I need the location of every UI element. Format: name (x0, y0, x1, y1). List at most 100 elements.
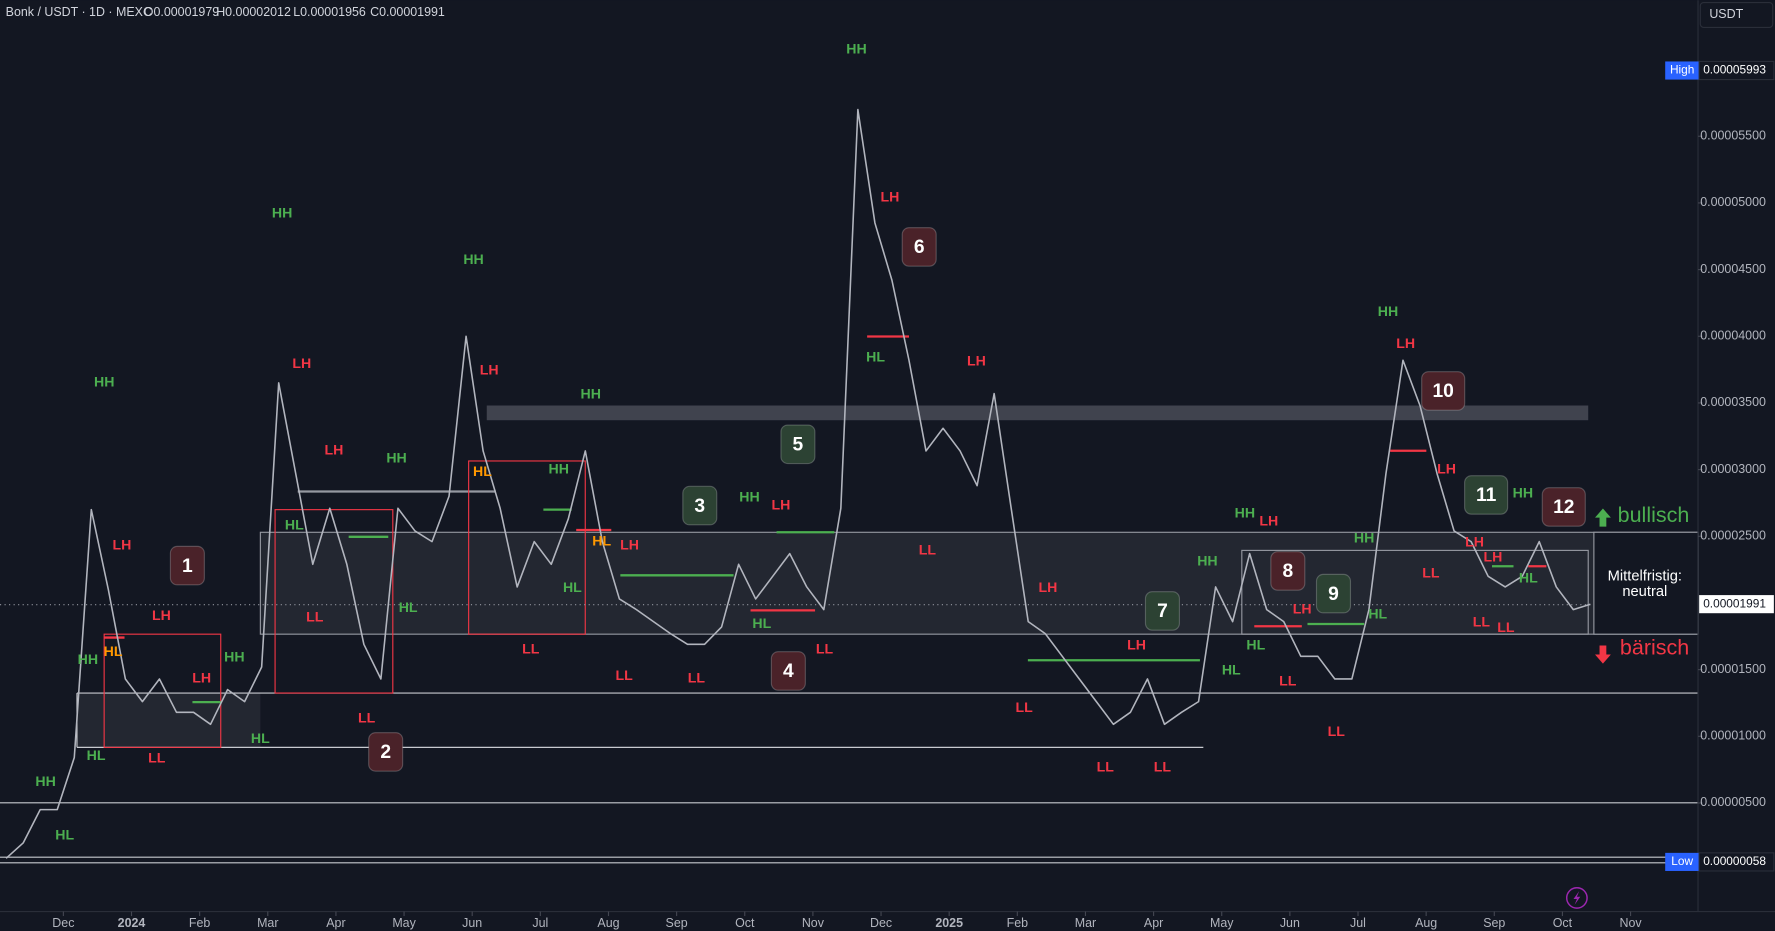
swing-label: HL (473, 463, 492, 479)
callout (780, 424, 816, 465)
x-tick-label: Aug (1415, 916, 1437, 930)
range-box (1241, 549, 1589, 635)
callout (1270, 551, 1306, 591)
swing-label: HH (1235, 504, 1255, 520)
callout-number: 3 (694, 496, 705, 517)
swing-label: LL (1279, 672, 1297, 688)
x-tick-label: Oct (1553, 916, 1573, 930)
swing-label: LL (1422, 564, 1440, 580)
x-tick-label: Feb (189, 916, 211, 930)
callout (1464, 475, 1509, 515)
callout (901, 227, 937, 267)
swing-label: HL (1519, 570, 1538, 586)
y-tick-label: 0.00003000 (1700, 462, 1766, 476)
swing-label: HH (35, 773, 55, 789)
replay-icon[interactable] (1565, 887, 1588, 909)
callout (770, 651, 806, 691)
x-tick-label: Jul (1350, 916, 1366, 930)
swing-label: HH (1354, 530, 1374, 546)
y-tick-label: 0.00004000 (1700, 329, 1766, 343)
swing-label: LL (1473, 614, 1491, 630)
callout (1541, 487, 1586, 527)
swing-label: LL (616, 667, 634, 683)
symbol: Bonk / USDT · 1D · MEXC (6, 5, 152, 19)
swing-label: LL (688, 670, 706, 686)
callout-number: 7 (1157, 601, 1168, 622)
swing-label: HH (224, 648, 244, 664)
callout (1421, 371, 1466, 411)
swing-label: HL (87, 747, 106, 763)
price-label-name-bg (1665, 61, 1700, 80)
price-label-name: Low (1671, 854, 1693, 868)
price-label (1699, 595, 1774, 614)
bearish-label: bärisch (1620, 636, 1689, 660)
resistance-band (486, 405, 1589, 421)
swing-label: LL (306, 608, 324, 624)
swing-label: HH (846, 40, 866, 56)
swing-label: LH (1039, 579, 1058, 595)
x-tick-label: 2025 (935, 916, 963, 930)
x-tick-label: Dec (870, 916, 892, 930)
swing-label: LH (1465, 534, 1484, 550)
x-tick-label: Dec (52, 916, 74, 930)
ohlc-value: L0.00001956 (293, 5, 366, 19)
swing-label: HH (78, 651, 98, 667)
callout-number: 11 (1476, 485, 1497, 506)
swing-label: LL (522, 640, 540, 656)
callout-number: 5 (793, 434, 804, 455)
swing-label: LL (1015, 699, 1033, 715)
swing-label: LH (152, 607, 171, 623)
replay-icon-bolt (1573, 891, 1581, 905)
swing-label: HH (581, 386, 601, 402)
y-tick-label: 0.00003500 (1700, 395, 1766, 409)
swing-label: HL (1222, 662, 1241, 678)
y-tick-label: 0.00005500 (1700, 129, 1766, 143)
swing-label: HH (94, 374, 114, 390)
callout-number: 9 (1328, 584, 1339, 605)
callout (169, 545, 205, 586)
swing-label: HL (1246, 636, 1265, 652)
swing-label: HL (1368, 606, 1387, 622)
callout (682, 485, 718, 526)
swing-label: LL (919, 542, 937, 558)
swing-label: HH (549, 460, 569, 476)
red-box (274, 509, 394, 694)
currency[interactable]: USDT (1709, 7, 1743, 21)
swing-label: HH (739, 488, 759, 504)
swing-label: LH (1259, 512, 1278, 528)
x-tick-label: Jul (532, 916, 548, 930)
swing-label: LH (292, 355, 311, 371)
range-box (76, 693, 261, 748)
red-box (103, 633, 222, 748)
currency-box[interactable] (1699, 1, 1774, 28)
y-tick-label: 0.00005000 (1700, 195, 1766, 209)
price-label-value: 0.00005993 (1703, 63, 1766, 77)
swing-label: HL (251, 730, 270, 746)
swing-label: HH (1197, 552, 1217, 568)
ohlc-value: H0.00002012 (216, 5, 291, 19)
y-tick-label: 0.00000500 (1700, 795, 1766, 809)
swing-label: LH (1293, 600, 1312, 616)
x-tick-label: Nov (1620, 916, 1643, 930)
swing-label: LH (324, 442, 343, 458)
x-tick-label: Sep (666, 916, 688, 930)
swing-label: HH (1513, 484, 1533, 500)
callout (368, 732, 404, 772)
swing-label: HL (866, 348, 885, 364)
red-box (468, 460, 586, 635)
swing-label: LH (480, 362, 499, 378)
price-line (5, 108, 1591, 859)
header: Bonk / USDT · 1D · MEXC O0.00001979H0.00… (6, 5, 445, 19)
price-label-value: 0.00000058 (1703, 854, 1766, 868)
callout (1144, 591, 1180, 631)
bullish-label: bullisch (1618, 503, 1690, 527)
zone-label: Mittelfristig: (1608, 568, 1682, 584)
swing-label: HH (386, 450, 406, 466)
x-tick-label: May (1210, 916, 1234, 930)
x-tick-label: Jun (1280, 916, 1300, 930)
swing-label: HL (399, 599, 418, 615)
x-tick-label: Jun (462, 916, 482, 930)
x-tick-label: Sep (1483, 916, 1505, 930)
